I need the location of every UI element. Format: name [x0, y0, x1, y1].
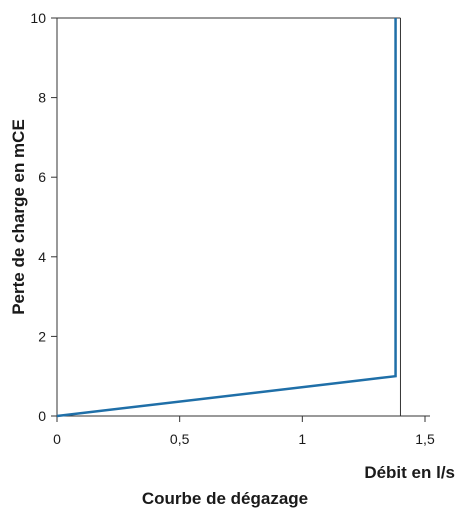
y-tick-label: 10 [30, 10, 46, 26]
x-tick-label: 0,5 [170, 431, 190, 447]
x-tick-label: 1 [298, 431, 306, 447]
x-axis-title: Débit en l/s [364, 463, 455, 482]
x-tick-label: 0 [53, 431, 61, 447]
plot-frame [56, 17, 430, 417]
series-line [56, 18, 397, 418]
x-ticks: 0 0,5 1 1,5 [53, 416, 435, 447]
y-axis-title: Perte de charge en mCE [9, 119, 28, 315]
y-tick-label: 4 [38, 249, 46, 265]
y-tick-label: 6 [38, 169, 46, 185]
y-tick-label: 2 [38, 328, 46, 344]
y-ticks: 0 2 4 6 8 10 [30, 10, 57, 424]
y-tick-label: 8 [38, 90, 46, 106]
y-tick-label: 0 [38, 408, 46, 424]
series-layer [56, 18, 397, 418]
x-tick-label: 1,5 [415, 431, 435, 447]
chart-title: Courbe de dégazage [142, 489, 308, 508]
